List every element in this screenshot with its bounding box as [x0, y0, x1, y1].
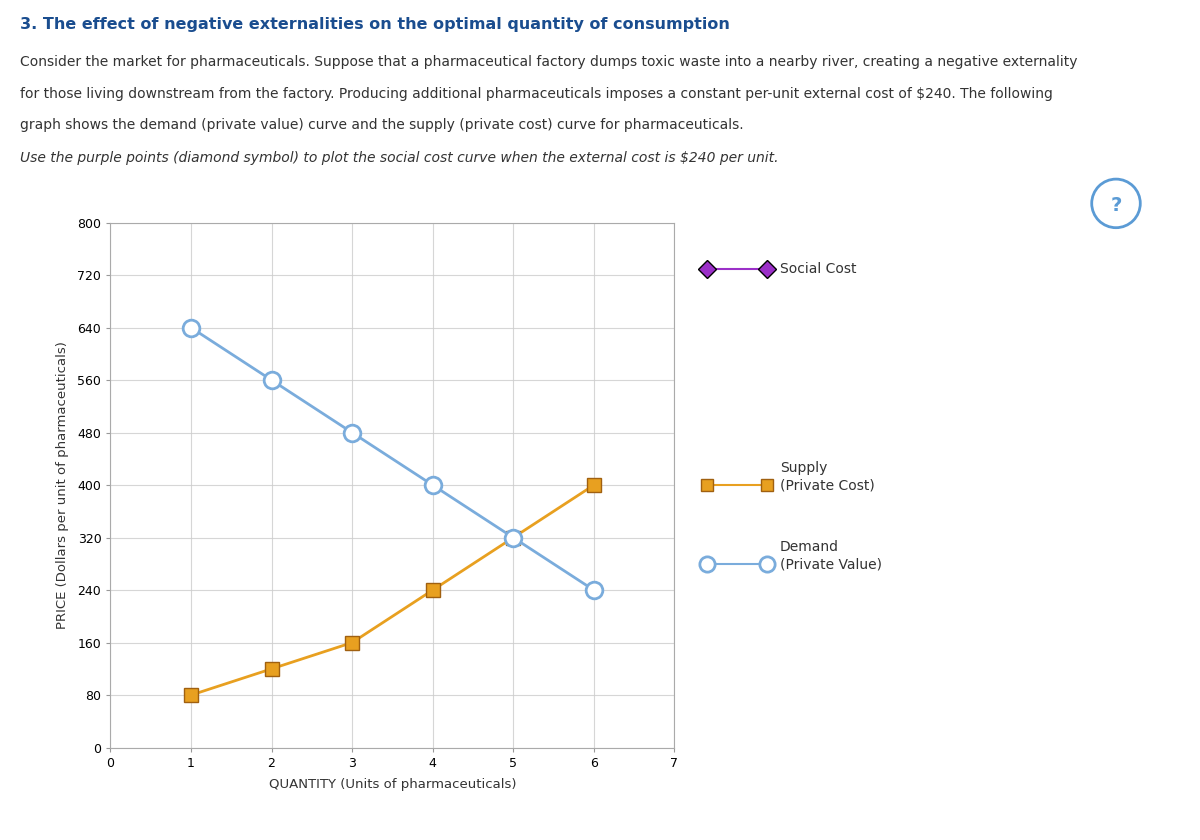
Text: Social Cost: Social Cost	[780, 261, 857, 276]
Y-axis label: PRICE (Dollars per unit of pharmaceuticals): PRICE (Dollars per unit of pharmaceutica…	[56, 341, 70, 629]
Circle shape	[1092, 179, 1140, 228]
Text: graph shows the demand (private value) curve and the supply (private cost) curve: graph shows the demand (private value) c…	[20, 118, 744, 133]
Text: Consider the market for pharmaceuticals. Suppose that a pharmaceutical factory d: Consider the market for pharmaceuticals.…	[20, 55, 1078, 69]
Text: for those living downstream from the factory. Producing additional pharmaceutica: for those living downstream from the fac…	[20, 87, 1054, 101]
Text: Supply
(Private Cost): Supply (Private Cost)	[780, 461, 875, 492]
Text: Use the purple points (diamond symbol) to plot the social cost curve when the ex: Use the purple points (diamond symbol) t…	[20, 151, 779, 165]
Text: 3. The effect of negative externalities on the optimal quantity of consumption: 3. The effect of negative externalities …	[20, 17, 731, 32]
Text: ?: ?	[1110, 196, 1122, 215]
Text: Demand
(Private Value): Demand (Private Value)	[780, 540, 882, 571]
X-axis label: QUANTITY (Units of pharmaceuticals): QUANTITY (Units of pharmaceuticals)	[269, 778, 516, 791]
